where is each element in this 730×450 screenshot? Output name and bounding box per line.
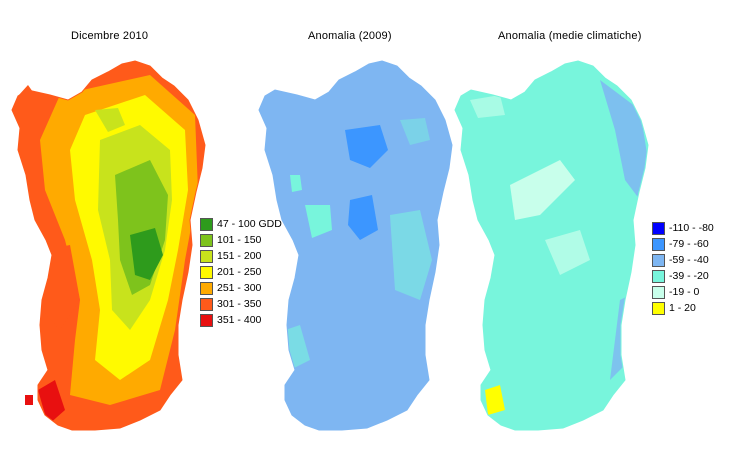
legend-gdd: 47 - 100 GDD 101 - 150 151 - 200 201 - 2…: [200, 216, 282, 328]
legend-item: 101 - 150: [200, 232, 282, 248]
legend-label: -59 - -40: [669, 254, 709, 266]
legend-label: -39 - -20: [669, 270, 709, 282]
legend-swatch: [652, 253, 665, 267]
legend-swatch: [652, 237, 665, 251]
legend-item: -39 - -20: [652, 268, 714, 284]
legend-label: 47 - 100 GDD: [217, 218, 282, 230]
legend-swatch: [200, 313, 213, 327]
legend-swatch: [200, 265, 213, 279]
legend-item: 301 - 350: [200, 296, 282, 312]
legend-item: -19 - 0: [652, 284, 714, 300]
map-december-2010: [11, 60, 206, 431]
legend-swatch: [652, 221, 665, 235]
legend-label: 251 - 300: [217, 282, 262, 294]
title-anomaly-climate-means: Anomalia (medie climatiche): [498, 30, 642, 42]
legend-swatch: [200, 217, 213, 231]
legend-swatch: [200, 249, 213, 263]
legend-item: 201 - 250: [200, 264, 282, 280]
legend-swatch: [652, 285, 665, 299]
legend-label: 101 - 150: [217, 234, 262, 246]
legend-label: 301 - 350: [217, 298, 262, 310]
legend-label: -110 - -80: [669, 222, 714, 234]
legend-swatch: [652, 269, 665, 283]
legend-label: 151 - 200: [217, 250, 262, 262]
legend-item: 351 - 400: [200, 312, 282, 328]
title-december-2010: Dicembre 2010: [71, 30, 149, 42]
legend-item: -79 - -60: [652, 236, 714, 252]
legend-label: 351 - 400: [217, 314, 262, 326]
island-sant-antioco: [25, 395, 33, 405]
legend-item: 1 - 20: [652, 300, 714, 316]
legend-item: 47 - 100 GDD: [200, 216, 282, 232]
map-anomaly-climate-means: [454, 60, 649, 431]
legend-label: 201 - 250: [217, 266, 262, 278]
legend-label: -19 - 0: [669, 286, 700, 298]
legend-item: 151 - 200: [200, 248, 282, 264]
legend-swatch: [200, 281, 213, 295]
legend-swatch: [652, 301, 665, 315]
legend-swatch: [200, 233, 213, 247]
legend-item: 251 - 300: [200, 280, 282, 296]
legend-label: 1 - 20: [669, 302, 696, 314]
title-anomaly-2009: Anomalia (2009): [308, 30, 392, 42]
legend-item: -59 - -40: [652, 252, 714, 268]
legend-item: -110 - -80: [652, 220, 714, 236]
legend-label: -79 - -60: [669, 238, 709, 250]
legend-anomaly: -110 - -80 -79 - -60 -59 - -40 -39 - -20…: [652, 220, 714, 316]
legend-swatch: [200, 297, 213, 311]
